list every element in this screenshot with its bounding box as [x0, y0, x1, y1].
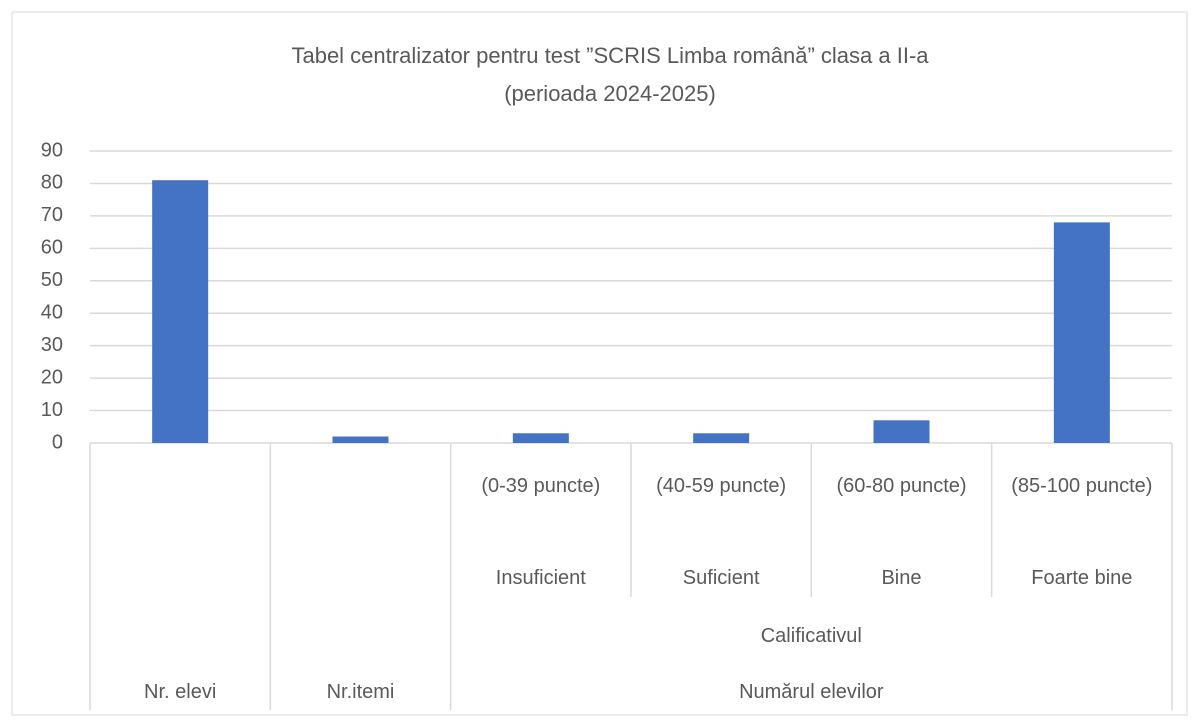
x-tick-label: (40-59 puncte) [656, 475, 787, 497]
chart-title: Tabel centralizator pentru test ”SCRIS L… [291, 43, 929, 68]
chart-subtitle: (perioada 2024-2025) [504, 81, 716, 106]
x-tick-label: (60-80 puncte) [836, 475, 967, 497]
x-tick-label: (85-100 puncte) [1011, 475, 1153, 497]
x-subcategory-label: Suficient [682, 567, 760, 589]
x-subcategory-label: Foarte bine [1031, 567, 1133, 589]
x-group-label: Calificativul [760, 625, 862, 647]
y-tick-label: 30 [41, 334, 63, 356]
y-tick-label: 60 [41, 237, 63, 259]
bar [332, 436, 389, 443]
x-tick-label: (0-39 puncte) [481, 475, 601, 497]
y-tick-label: 40 [41, 302, 63, 324]
x-top-group-label: Nr.itemi [326, 681, 395, 703]
x-top-group-label: Nr. elevi [144, 681, 217, 703]
bar [1053, 222, 1110, 443]
bar [873, 420, 930, 443]
bar [693, 433, 750, 443]
y-tick-label: 50 [41, 269, 63, 291]
y-tick-label: 20 [41, 366, 63, 388]
bar [152, 180, 209, 443]
x-subcategory-label: Insuficient [495, 567, 586, 589]
y-tick-label: 10 [41, 399, 63, 421]
y-tick-label: 0 [52, 431, 63, 453]
x-subcategory-label: Bine [881, 567, 922, 589]
y-tick-label: 90 [41, 139, 63, 161]
bar [512, 433, 569, 443]
y-tick-label: 70 [41, 204, 63, 226]
x-top-group-label: Numărul elevilor [739, 681, 884, 703]
y-tick-label: 80 [41, 172, 63, 194]
